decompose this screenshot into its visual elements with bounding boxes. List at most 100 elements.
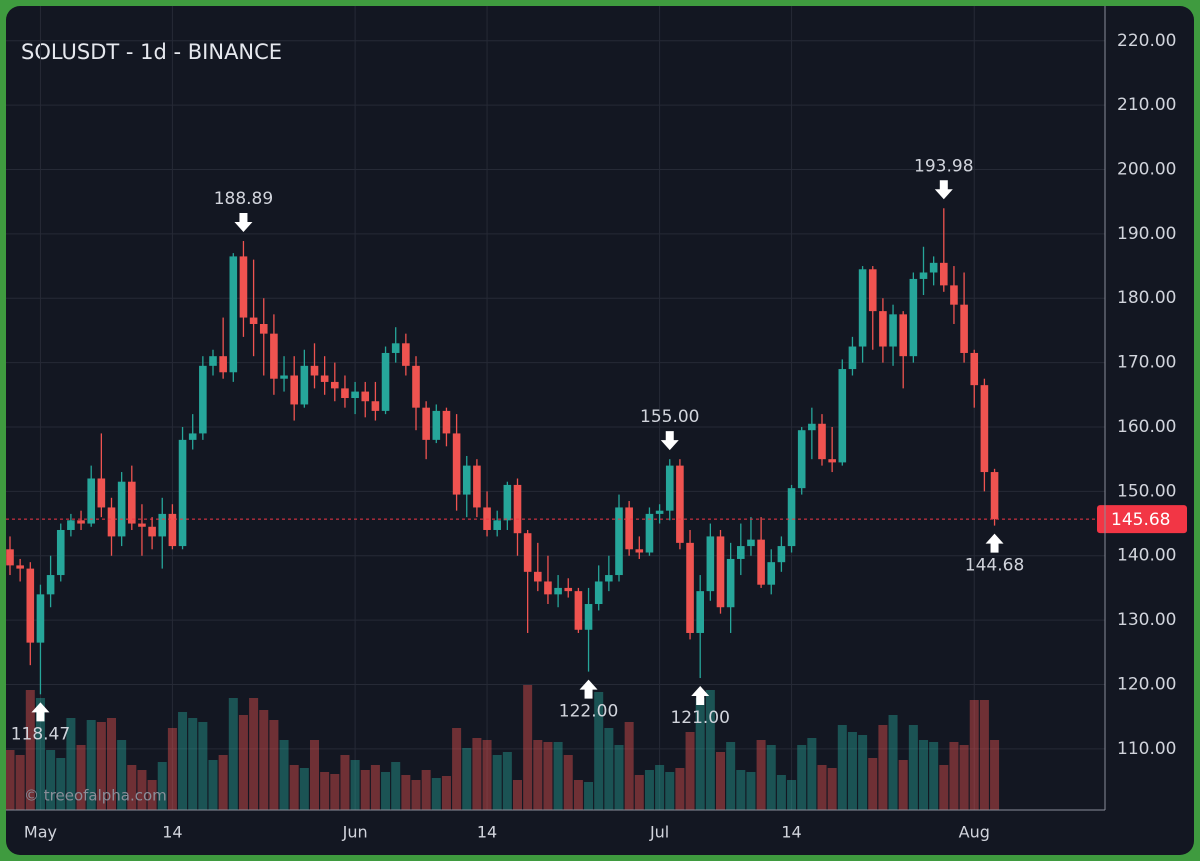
candle-body (747, 539, 755, 547)
volume-bar (66, 718, 76, 810)
volume-bar (908, 725, 918, 810)
volume-bar (228, 698, 238, 810)
candle-body (259, 323, 268, 334)
candle-body (848, 346, 857, 370)
volume-bar (766, 745, 776, 810)
volume-bar (238, 715, 248, 810)
volume-bar (584, 782, 594, 810)
volume-bar (411, 780, 421, 810)
candle-body (899, 314, 907, 357)
candle-body (178, 439, 187, 547)
volume-bar (543, 742, 553, 810)
volume-bar (441, 776, 451, 810)
volume-bar (563, 755, 573, 810)
candle-body (422, 407, 430, 440)
candle-body (320, 375, 329, 382)
annotation-label: 188.89 (214, 189, 273, 209)
candle-body (503, 484, 512, 521)
volume-bar (787, 780, 797, 810)
candle-body (148, 526, 156, 537)
candle-body (97, 478, 106, 508)
annotation-arrow (985, 533, 1004, 553)
annotation-label: 193.98 (914, 156, 973, 176)
volume-bar (330, 774, 340, 810)
volume-bar (35, 698, 45, 810)
candle-body (716, 536, 725, 608)
last-price-label: 145.68 (1111, 510, 1170, 530)
volume-bar (807, 738, 817, 810)
candle-body (676, 465, 684, 543)
y-tick-label: 220.00 (1117, 31, 1176, 51)
volume-bar (817, 765, 827, 810)
candle-body (351, 391, 359, 399)
candle-body (665, 465, 674, 511)
y-tick-label: 140.00 (1117, 546, 1176, 566)
candle-body (77, 520, 85, 524)
y-tick-label: 120.00 (1117, 674, 1176, 694)
candle-body (797, 430, 806, 489)
candle-body (280, 375, 288, 379)
candle-body (625, 507, 633, 550)
candle-body (950, 285, 958, 305)
candle-body (879, 311, 887, 347)
volume-bar (705, 690, 715, 810)
volume-bar (218, 755, 228, 810)
volume-bar (878, 725, 888, 810)
x-tick-label: Aug (959, 823, 990, 842)
annotation-label: 118.47 (11, 724, 70, 744)
candle-body (16, 565, 24, 569)
volume-bar (76, 745, 86, 810)
candle-body (564, 587, 573, 592)
volume-bar (482, 740, 492, 810)
annotation-arrow (579, 679, 598, 699)
candle-body (513, 484, 522, 534)
annotation-arrow (234, 213, 253, 233)
annotation-arrow (660, 431, 679, 451)
candle-body (188, 433, 197, 440)
candle-body (402, 343, 410, 366)
volume-bar (86, 720, 96, 810)
volume-bar (259, 710, 269, 810)
annotation-label: 121.00 (670, 708, 729, 728)
candle-body (391, 343, 400, 353)
candle-body (310, 365, 319, 376)
candle-body (442, 410, 451, 434)
candle-body (462, 465, 471, 495)
volume-bar (736, 770, 746, 810)
candle-body (757, 539, 765, 585)
volume-bar (289, 765, 299, 810)
candle-body (686, 542, 694, 633)
candle-body (960, 304, 968, 353)
candle-body (858, 269, 867, 347)
candle-body (46, 575, 55, 595)
candle-body (940, 262, 948, 286)
candle-body (645, 513, 654, 553)
volume-bar (959, 745, 969, 810)
annotation-arrow (31, 702, 50, 722)
candle-body (87, 478, 95, 524)
volume-bar (756, 740, 766, 810)
volume-bar (858, 735, 868, 810)
volume-bar (919, 740, 928, 810)
volume-bar (553, 742, 563, 810)
volume-bar (198, 722, 208, 810)
candle-body (168, 513, 177, 547)
candle-body (696, 591, 704, 633)
volume-bar (533, 740, 543, 810)
volume-bar (868, 758, 878, 810)
x-tick-label: 14 (162, 823, 182, 842)
volume-bar (665, 772, 675, 810)
candle-body (26, 568, 35, 643)
candle-body (523, 533, 532, 572)
volume-bar (96, 722, 106, 810)
volume-bar (644, 770, 654, 810)
volume-bar (107, 718, 116, 810)
volume-bar (188, 718, 198, 810)
volume-bar (167, 728, 177, 810)
volume-bar (695, 698, 705, 810)
chart-title: SOLUSDT - 1d - BINANCE (21, 40, 282, 64)
volume-bar (452, 728, 462, 810)
volume-bar (401, 775, 411, 810)
y-tick-label: 150.00 (1117, 481, 1176, 501)
volume-bar (15, 755, 25, 810)
